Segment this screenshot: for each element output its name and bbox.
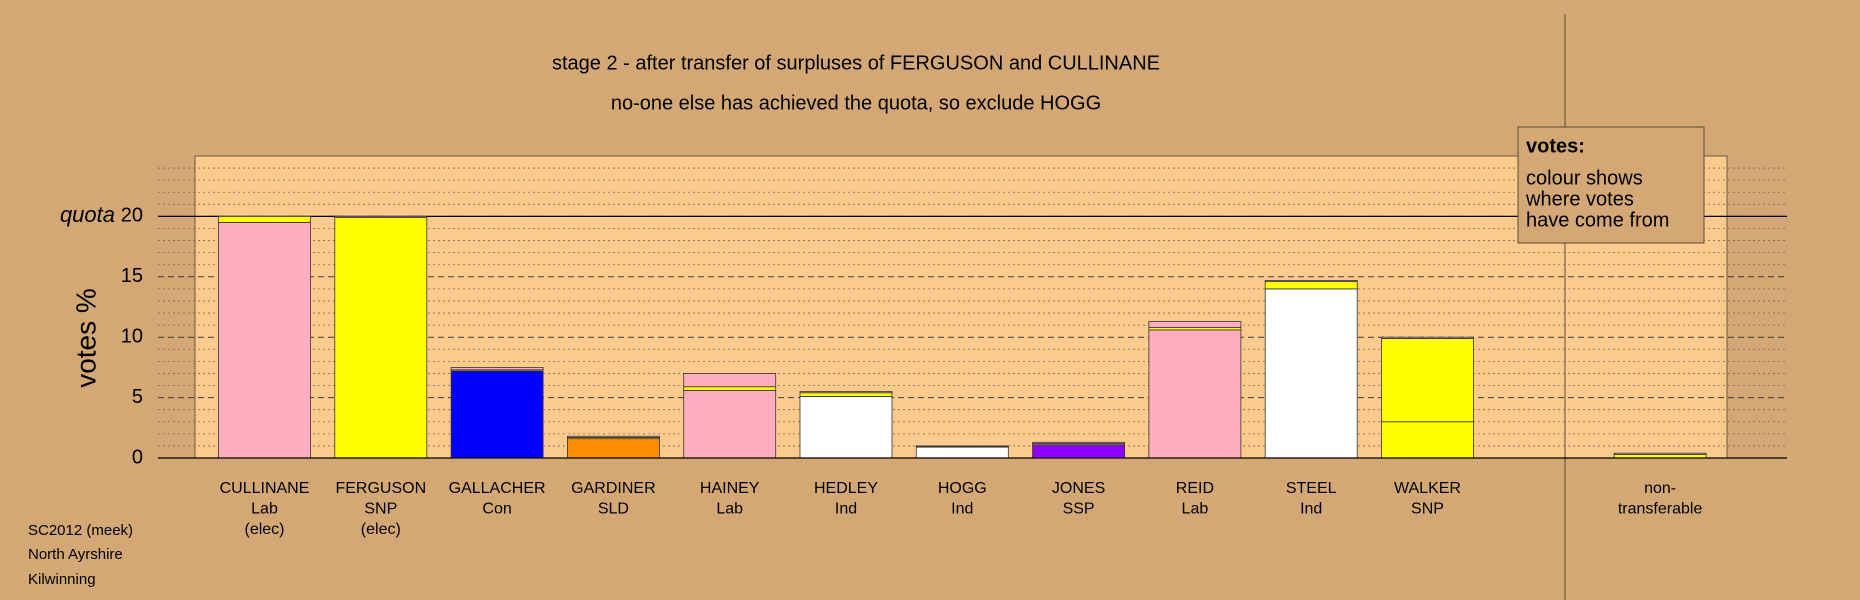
x-tick-label: Ind [835,501,857,518]
x-tick-label: CULLINANE [220,480,310,497]
bar-segment [683,373,777,388]
bar-segment [1264,280,1358,283]
footer-text: Kilwinning [28,571,96,588]
legend: votes: colour shows where votes have com… [1517,126,1705,244]
legend-box [1517,126,1705,244]
bar-segment [1148,321,1242,328]
chart-title: stage 2 - after transfer of surpluses of… [552,52,1160,74]
bar-segment [567,435,660,438]
bar-segment [683,389,777,459]
x-tick-label: WALKER [1394,480,1461,497]
x-tick-label: transferable [1618,501,1703,518]
x-tick-label: SLD [598,501,629,518]
bar-segment [1032,444,1125,459]
grid [158,167,1787,459]
x-tick-label: GARDINER [571,480,655,497]
bar-segment [915,446,1009,459]
x-tick-label: Lab [1182,501,1209,518]
x-tick-label: FERGUSON [335,480,426,497]
x-tick-label: Lab [251,501,278,518]
y-axis-label: votes % [70,288,101,388]
x-tick-label: HOGG [938,480,987,497]
x-tick-label: SNP [364,501,397,518]
footer-text: North Ayrshire [28,546,123,563]
x-tick-label: (elec) [244,521,284,538]
bar-segment [450,370,544,459]
x-tick-label: non- [1644,480,1676,497]
x-tick-label: SNP [1411,501,1444,518]
legend-text: colour shows [1526,167,1643,189]
bar-segment [915,445,1009,447]
bar-segment [799,392,893,397]
x-tick-label: STEEL [1286,480,1337,497]
bar-segment [218,215,311,223]
x-tick-label: REID [1176,480,1214,497]
x-tick-label: Con [482,501,511,518]
x-tick-label: Ind [951,501,973,518]
bar-segment [799,391,893,394]
x-tick-label: HAINEY [700,480,760,497]
bar-segment [683,386,777,391]
bars [218,215,1707,459]
bar-segment [1381,421,1474,459]
chart-subtitle: no-one else has achieved the quota, so e… [611,92,1101,114]
x-tick-label: Lab [716,501,743,518]
bar-segment [1381,336,1474,339]
legend-text: where votes [1525,188,1634,210]
bar-segment [567,438,660,459]
bar-segment [1264,288,1358,459]
bar-segment [218,222,311,459]
y-tick-label: 10 [121,325,143,347]
x-tick-label: SSP [1063,501,1095,518]
y-tick-label: 20 [121,205,143,227]
bar-segment [1148,329,1242,459]
bar-segment [334,215,428,219]
bar-segment [1381,338,1474,423]
x-tick-label: JONES [1052,480,1105,497]
bar-segment [1264,281,1358,290]
bar-segment [1032,441,1125,444]
quota-label: quota [60,202,115,227]
legend-title: votes: [1526,135,1585,157]
x-tick-label: (elec) [361,521,401,538]
bar-segment [1613,452,1707,455]
x-tick-label: HEDLEY [814,480,878,497]
y-tick-label: 5 [132,386,143,408]
y-tick-label: 15 [121,265,143,287]
x-tick-label: GALLACHER [449,480,546,497]
footer-text: SC2012 (meek) [28,522,133,539]
bar-segment [334,217,428,459]
legend-text: have come from [1526,209,1669,231]
bar-segment [799,395,893,459]
y-tick-label: 0 [132,446,143,468]
x-tick-label: Ind [1300,501,1322,518]
bar-segment [450,366,544,371]
